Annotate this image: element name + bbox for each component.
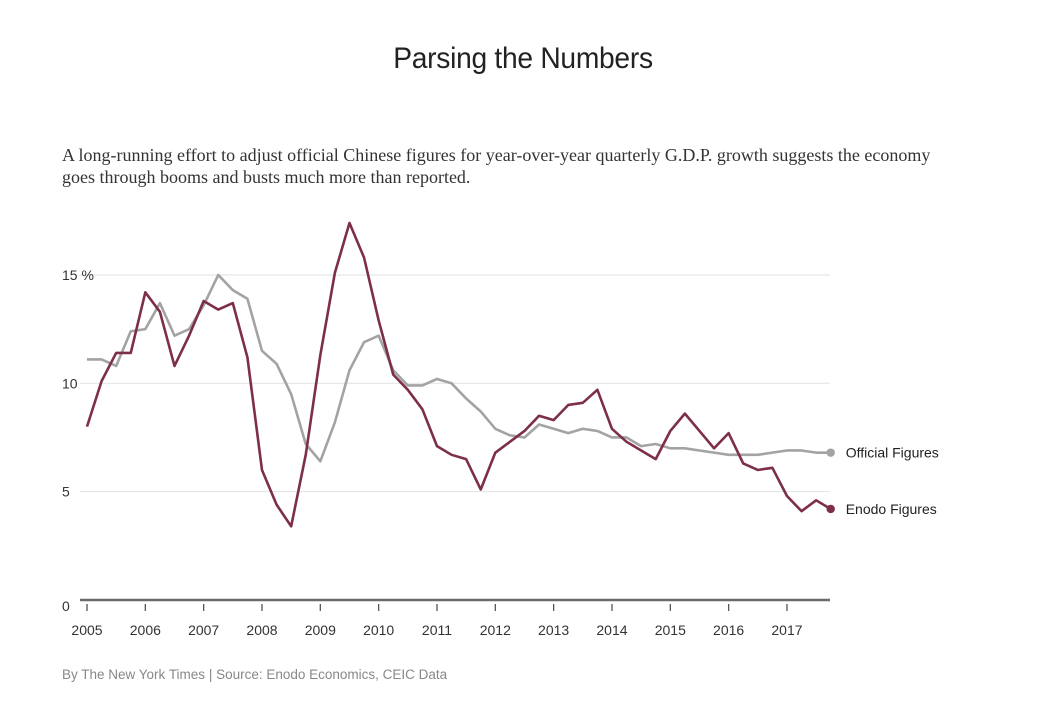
x-tick-label: 2015: [655, 622, 686, 638]
enodo-figures-line: [85, 221, 832, 528]
enodo-figures-end-marker: [826, 504, 835, 514]
x-tick-label: 2013: [538, 622, 569, 638]
x-tick-label: 2008: [246, 622, 277, 638]
y-axis: 0 5 10 15 %: [62, 267, 94, 614]
x-tick-label: 2010: [363, 622, 394, 638]
gridlines: [80, 274, 830, 493]
x-tick-label: 2014: [596, 622, 627, 638]
x-tick-label: 2005: [71, 622, 102, 638]
official-figures-line: [87, 273, 831, 463]
source-credit: By The New York Times | Source: Enodo Ec…: [62, 667, 448, 682]
x-tick-label: 2016: [713, 622, 744, 638]
legend: Official Figures Enodo Figures: [826, 445, 939, 517]
official-figures-legend-label: Official Figures: [846, 445, 939, 461]
x-tick-label: 2007: [188, 622, 219, 638]
enodo-figures-legend-label: Enodo Figures: [846, 501, 937, 517]
x-tick-label: 2006: [130, 622, 161, 638]
y-tick-label: 15 %: [62, 267, 94, 283]
y-tick-label: 10: [62, 375, 78, 391]
x-tick-label: 2012: [480, 622, 511, 638]
series-lines: [85, 221, 832, 528]
y-tick-label: 5: [62, 484, 70, 500]
x-tick-label: 2011: [422, 622, 452, 638]
chart-subtitle: A long-running effort to adjust official…: [62, 145, 931, 187]
x-tick-label: 2009: [305, 622, 336, 638]
official-figures-end-marker: [826, 448, 835, 457]
chart-title: Parsing the Numbers: [393, 42, 653, 75]
x-tick-label: 2017: [771, 622, 802, 638]
x-axis: 2005 2006 2007 2008 2009 2010 2011 2012 2013 2014…: [71, 598, 830, 638]
y-tick-label: 0: [62, 598, 70, 614]
